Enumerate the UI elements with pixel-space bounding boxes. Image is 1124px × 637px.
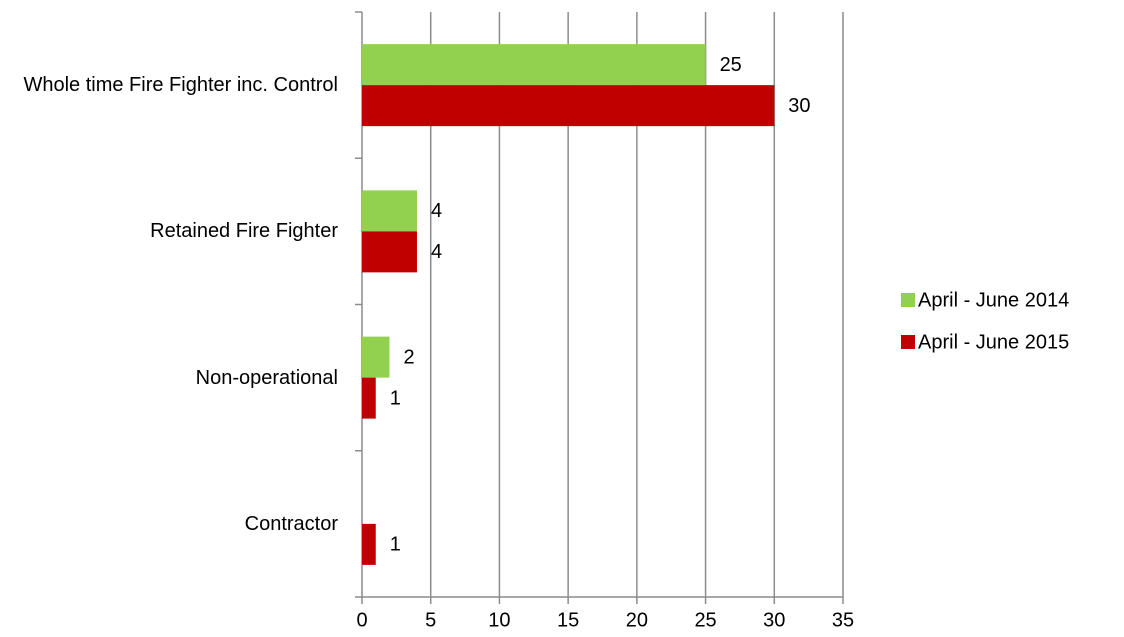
- data-label: 25: [720, 54, 742, 76]
- data-label: 2: [403, 346, 414, 368]
- x-tick-label: 30: [763, 609, 785, 631]
- x-tick-label: 20: [626, 609, 648, 631]
- x-tick-label: 35: [832, 609, 854, 631]
- bar: [362, 523, 376, 565]
- x-tick-label: 15: [557, 609, 579, 631]
- data-label: 1: [390, 534, 401, 556]
- data-label: 4: [431, 241, 442, 263]
- x-tick-label: 0: [356, 609, 367, 631]
- y-tick-label: Whole time Fire Fighter inc. Control: [23, 74, 338, 97]
- bar: [362, 336, 390, 378]
- y-tick-label: Retained Fire Fighter: [150, 220, 338, 243]
- legend-label: April - June 2014: [918, 289, 1069, 311]
- x-tick-label: 5: [425, 609, 436, 631]
- data-label: 4: [431, 200, 442, 222]
- data-label: 30: [788, 95, 810, 117]
- legend-label: April - June 2015: [918, 331, 1069, 353]
- x-tick-label: 25: [694, 609, 716, 631]
- bar: [362, 377, 376, 419]
- x-tick-label: 10: [488, 609, 510, 631]
- y-tick-label: Non-operational: [195, 366, 338, 389]
- bar: [362, 44, 706, 86]
- y-tick-label: Contractor: [244, 512, 338, 535]
- data-label: 1: [390, 387, 401, 409]
- bar: [362, 190, 417, 232]
- legend-swatch: [901, 335, 915, 349]
- bar: [362, 231, 417, 273]
- bar: [362, 85, 775, 127]
- legend-swatch: [901, 293, 915, 307]
